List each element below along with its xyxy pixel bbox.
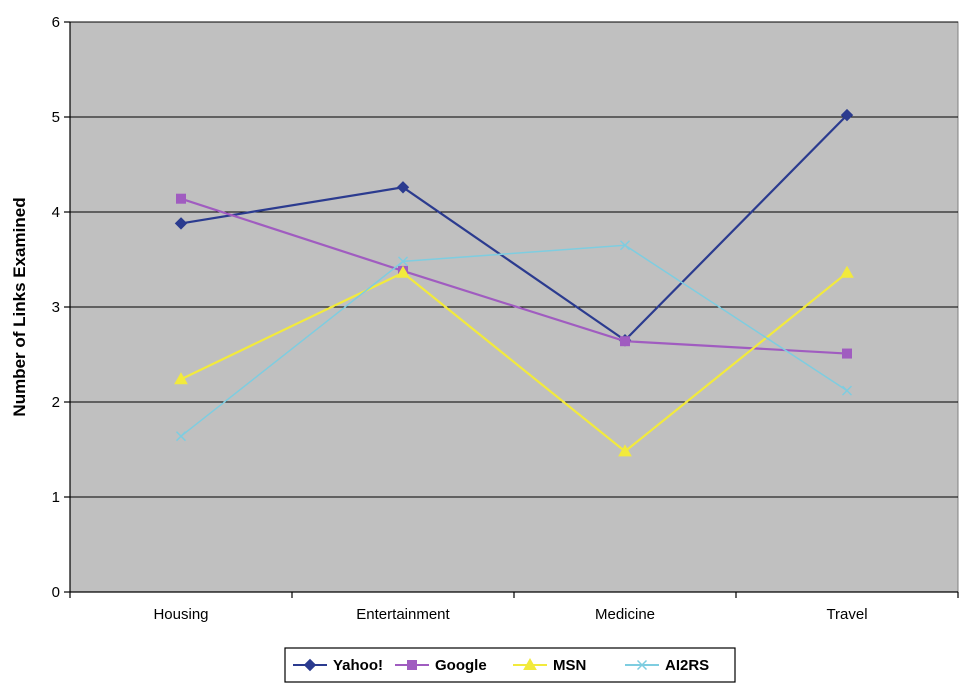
x-tick-label: Travel xyxy=(826,606,867,623)
triangle-marker xyxy=(840,265,854,278)
legend-label: Google xyxy=(435,657,487,674)
x-marker xyxy=(636,659,648,671)
square-marker xyxy=(407,660,417,670)
x-marker-stroke xyxy=(841,385,853,396)
y-axis-label: Number of Links Examined xyxy=(10,197,29,416)
triangle-marker xyxy=(523,657,537,670)
triangle-marker xyxy=(618,444,632,457)
triangle-marker xyxy=(174,372,188,385)
legend-label: Yahoo! xyxy=(333,657,383,674)
y-tick-label: 3 xyxy=(52,299,60,316)
x-tick-label: Entertainment xyxy=(356,606,450,623)
gridlines xyxy=(70,21,958,498)
x-tick-label: Housing xyxy=(153,606,208,623)
x-marker-stroke xyxy=(397,256,409,267)
x-marker xyxy=(841,385,853,396)
legend-label: AI2RS xyxy=(665,657,709,674)
series-line xyxy=(180,197,848,355)
y-axis-ticks: 0 1 2 3 4 5 6 xyxy=(52,14,70,601)
diamond-marker xyxy=(396,181,410,194)
series-line xyxy=(180,114,848,342)
legend-item: AI2RS xyxy=(625,657,709,674)
x-tick-label: Medicine xyxy=(595,606,655,623)
x-marker xyxy=(397,256,409,267)
legend-box xyxy=(284,647,736,683)
legend-items: Yahoo! Google MSN AI2RS xyxy=(293,657,709,674)
x-marker-stroke xyxy=(175,431,187,442)
y-tick-label: 4 xyxy=(52,204,60,221)
legend-label: MSN xyxy=(553,657,586,674)
x-axis-ticks: Housing Entertainment Medicine Travel xyxy=(69,592,959,623)
triangle-marker xyxy=(396,265,410,278)
y-tick-label: 2 xyxy=(52,394,60,411)
legend-item: MSN xyxy=(513,657,586,674)
square-marker xyxy=(620,336,630,347)
series-ai2rs xyxy=(175,240,853,442)
y-tick-label: 1 xyxy=(52,489,60,506)
square-marker xyxy=(176,193,186,204)
x-marker xyxy=(175,431,187,442)
y-tick-label: 5 xyxy=(52,109,60,126)
diamond-marker xyxy=(840,108,854,122)
series-line xyxy=(180,244,848,437)
square-marker xyxy=(842,348,852,359)
series-yahoo xyxy=(174,108,854,347)
x-marker xyxy=(619,240,631,251)
x-marker-stroke xyxy=(619,240,631,251)
legend-item: Yahoo! xyxy=(293,657,383,674)
y-tick-label: 0 xyxy=(52,584,60,601)
series-line xyxy=(180,271,848,453)
x-marker-stroke xyxy=(636,659,648,671)
series-group xyxy=(174,108,854,457)
diamond-marker xyxy=(174,217,188,230)
series-msn xyxy=(174,265,854,457)
legend: Yahoo! Google MSN AI2RS xyxy=(284,647,736,683)
y-tick-label: 6 xyxy=(52,14,60,31)
legend-item: Google xyxy=(395,657,487,674)
diamond-marker xyxy=(303,658,317,672)
